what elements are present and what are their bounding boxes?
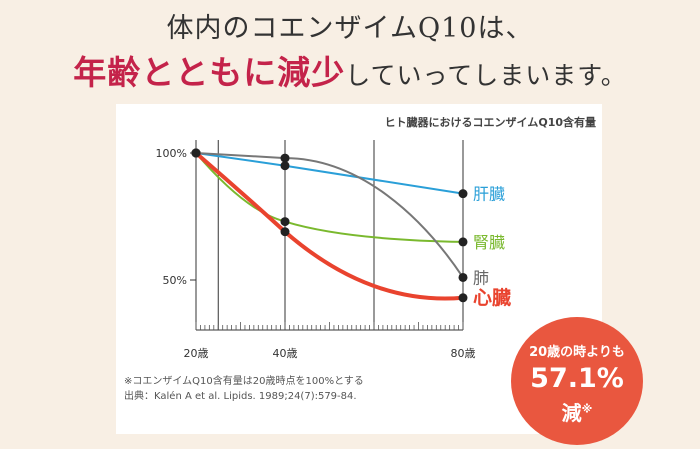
headline-line1: 体内のコエンザイムQ10は、 <box>166 13 534 44</box>
x-tick-label: 80歳 <box>451 347 476 360</box>
chart-title: ヒト臓器におけるコエンザイムQ10含有量 <box>385 115 596 129</box>
x-tick-label: 40歳 <box>273 347 298 360</box>
data-point <box>458 272 468 282</box>
headline-line2: 年齢とともに減少していってしまいます。 <box>0 46 700 94</box>
series-line-1 <box>195 152 464 243</box>
callout-value: 57.1% <box>530 363 624 394</box>
chart-lines <box>194 151 464 301</box>
data-point <box>458 237 468 247</box>
data-point <box>280 217 290 227</box>
footnote: ※コエンザイムQ10含有量は20歳時点を100%とする <box>124 376 364 387</box>
series-label: 心臓 <box>473 287 511 309</box>
callout-line3: 減※ <box>511 397 643 426</box>
data-point <box>191 148 201 158</box>
headline-rest: していってしまいます。 <box>345 61 627 90</box>
series-label: 腎臓 <box>473 233 505 252</box>
data-point <box>458 189 468 199</box>
x-tick-label: 20歳 <box>184 347 209 360</box>
callout-mark: ※ <box>581 402 593 416</box>
chart-axis: 100% 50% 20歳 40歳 80歳 <box>156 140 476 360</box>
reduction-callout: 20歳の時よりも 57.1% 減※ <box>511 317 643 445</box>
data-point <box>280 227 290 237</box>
source-citation: 出典：Kalén A et al. Lipids. 1989;24(7):579… <box>124 391 357 402</box>
y-tick-label: 100% <box>156 147 187 160</box>
series-label: 肝臓 <box>473 185 505 204</box>
data-point <box>280 161 290 171</box>
y-tick-label: 50% <box>163 274 187 287</box>
series-line-3 <box>194 151 464 301</box>
chart-points <box>191 148 468 303</box>
data-point <box>280 153 290 163</box>
series-label: 肺 <box>473 268 489 287</box>
headline-emphasis: 年齢とともに減少 <box>73 53 346 92</box>
callout-decrease: 減 <box>561 401 582 425</box>
series-line-2 <box>195 152 464 279</box>
data-point <box>458 293 468 303</box>
callout-line1: 20歳の時よりも <box>529 345 625 360</box>
